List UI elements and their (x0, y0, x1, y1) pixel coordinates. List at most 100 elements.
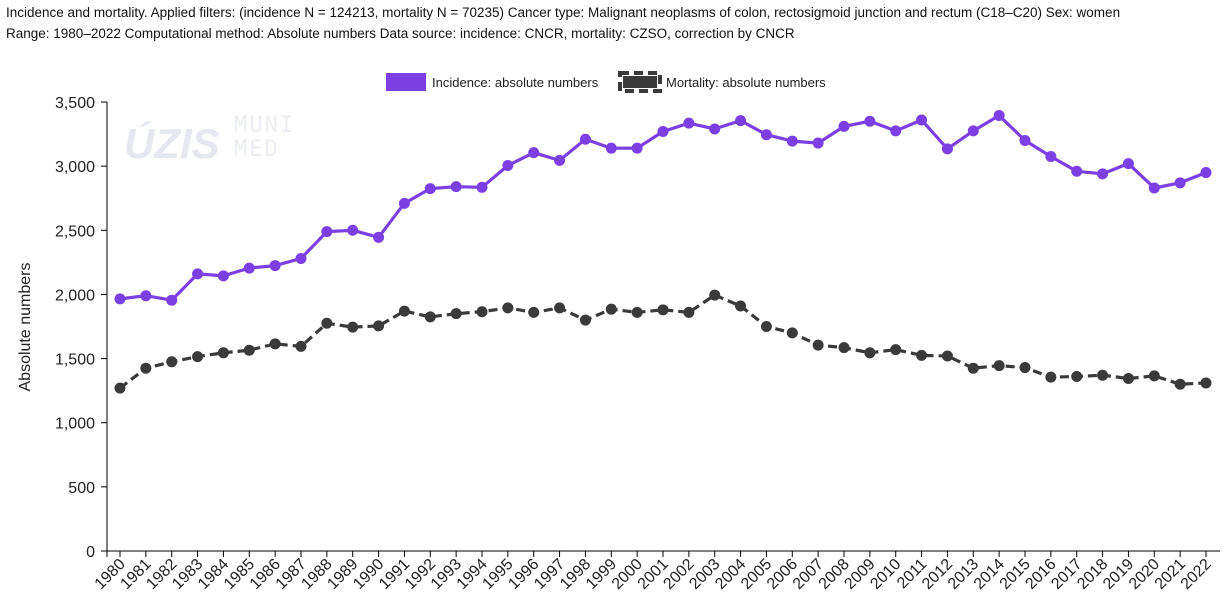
incidence-point[interactable] (916, 114, 928, 126)
incidence-point[interactable] (217, 270, 229, 282)
mortality-point[interactable] (1200, 377, 1212, 389)
y-tick-label: 1,500 (55, 352, 95, 369)
incidence-point[interactable] (1148, 182, 1160, 194)
incidence-point[interactable] (993, 109, 1005, 121)
incidence-point[interactable] (1122, 158, 1134, 170)
incidence-point[interactable] (1200, 167, 1212, 179)
legend-swatch-fill-mortality (623, 76, 657, 88)
incidence-point[interactable] (192, 268, 204, 280)
incidence-point[interactable] (476, 181, 488, 193)
incidence-point[interactable] (450, 181, 462, 193)
incidence-point[interactable] (373, 231, 385, 243)
incidence-point[interactable] (864, 115, 876, 127)
series-layer (114, 109, 1212, 394)
incidence-point[interactable] (967, 125, 979, 137)
incidence-point[interactable] (295, 253, 307, 265)
legend-item-mortality[interactable]: Mortality: absolute numbers (618, 71, 826, 93)
incidence-point[interactable] (114, 293, 126, 305)
incidence-point[interactable] (786, 135, 798, 147)
mortality-point[interactable] (450, 308, 462, 320)
mortality-point[interactable] (838, 342, 850, 354)
mortality-point[interactable] (476, 306, 488, 318)
legend-label-incidence: Incidence: absolute numbers (432, 75, 599, 90)
mortality-point[interactable] (424, 311, 436, 323)
incidence-point[interactable] (709, 123, 721, 135)
legend: Incidence: absolute numbers Mortality: ab… (386, 71, 826, 93)
incidence-point[interactable] (812, 137, 824, 149)
mortality-point[interactable] (993, 360, 1005, 372)
mortality-point[interactable] (528, 306, 540, 318)
mortality-point[interactable] (347, 321, 359, 333)
mortality-point[interactable] (967, 362, 979, 374)
mortality-point[interactable] (1174, 378, 1186, 390)
incidence-point[interactable] (554, 154, 566, 166)
mortality-point[interactable] (217, 347, 229, 359)
incidence-point[interactable] (1097, 168, 1109, 180)
incidence-point[interactable] (140, 290, 152, 302)
mortality-point[interactable] (321, 317, 333, 329)
mortality-point[interactable] (683, 306, 695, 318)
incidence-point[interactable] (760, 129, 772, 141)
mortality-point[interactable] (398, 305, 410, 317)
mortality-series (114, 289, 1212, 394)
mortality-point[interactable] (269, 338, 281, 350)
incidence-point[interactable] (321, 226, 333, 238)
y-tick-label: 3,000 (55, 159, 95, 176)
mortality-point[interactable] (812, 339, 824, 351)
incidence-point[interactable] (166, 294, 178, 306)
incidence-point[interactable] (269, 260, 281, 272)
mortality-point[interactable] (864, 347, 876, 359)
incidence-point[interactable] (1174, 177, 1186, 189)
incidence-point[interactable] (398, 197, 410, 209)
mortality-point[interactable] (192, 351, 204, 363)
y-tick-label: 2,500 (55, 223, 95, 240)
y-tick-label: 2,000 (55, 287, 95, 304)
mortality-point[interactable] (760, 321, 772, 332)
mortality-point[interactable] (735, 300, 747, 312)
incidence-point[interactable] (1019, 134, 1031, 146)
incidence-point[interactable] (243, 262, 255, 274)
incidence-point[interactable] (1071, 165, 1083, 177)
mortality-point[interactable] (709, 289, 721, 301)
mortality-point[interactable] (502, 302, 514, 314)
incidence-point[interactable] (1045, 151, 1057, 163)
chart-caption: Incidence and mortality. Applied filters… (6, 2, 1228, 44)
mortality-point[interactable] (605, 303, 617, 315)
mortality-point[interactable] (786, 327, 798, 339)
incidence-point[interactable] (838, 120, 850, 132)
legend-item-incidence[interactable]: Incidence: absolute numbers (386, 73, 599, 91)
incidence-point[interactable] (424, 183, 436, 195)
mortality-point[interactable] (114, 382, 126, 394)
mortality-point[interactable] (373, 320, 385, 332)
mortality-point[interactable] (1019, 362, 1031, 374)
mortality-point[interactable] (243, 344, 255, 356)
mortality-point[interactable] (1045, 371, 1057, 383)
incidence-point[interactable] (657, 126, 669, 138)
mortality-point[interactable] (890, 344, 902, 356)
mortality-point[interactable] (1071, 371, 1083, 383)
incidence-point[interactable] (631, 142, 643, 154)
mortality-point[interactable] (1122, 372, 1134, 384)
mortality-point[interactable] (916, 349, 928, 361)
incidence-point[interactable] (347, 224, 359, 236)
mortality-point[interactable] (295, 340, 307, 352)
mortality-point[interactable] (941, 350, 953, 362)
mortality-point[interactable] (631, 306, 643, 318)
incidence-point[interactable] (528, 147, 540, 159)
y-tick-label: 3,500 (55, 95, 95, 112)
mortality-point[interactable] (554, 302, 566, 314)
incidence-point[interactable] (579, 133, 591, 145)
mortality-point[interactable] (657, 304, 669, 316)
incidence-point[interactable] (683, 117, 695, 129)
incidence-point[interactable] (605, 142, 617, 154)
incidence-point[interactable] (735, 115, 747, 127)
mortality-point[interactable] (1097, 369, 1109, 381)
mortality-point[interactable] (166, 356, 178, 368)
incidence-point[interactable] (502, 160, 514, 172)
mortality-point[interactable] (1148, 370, 1160, 382)
mortality-point[interactable] (140, 362, 152, 374)
incidence-point[interactable] (890, 125, 902, 137)
incidence-point[interactable] (941, 143, 953, 155)
mortality-point[interactable] (579, 314, 591, 326)
